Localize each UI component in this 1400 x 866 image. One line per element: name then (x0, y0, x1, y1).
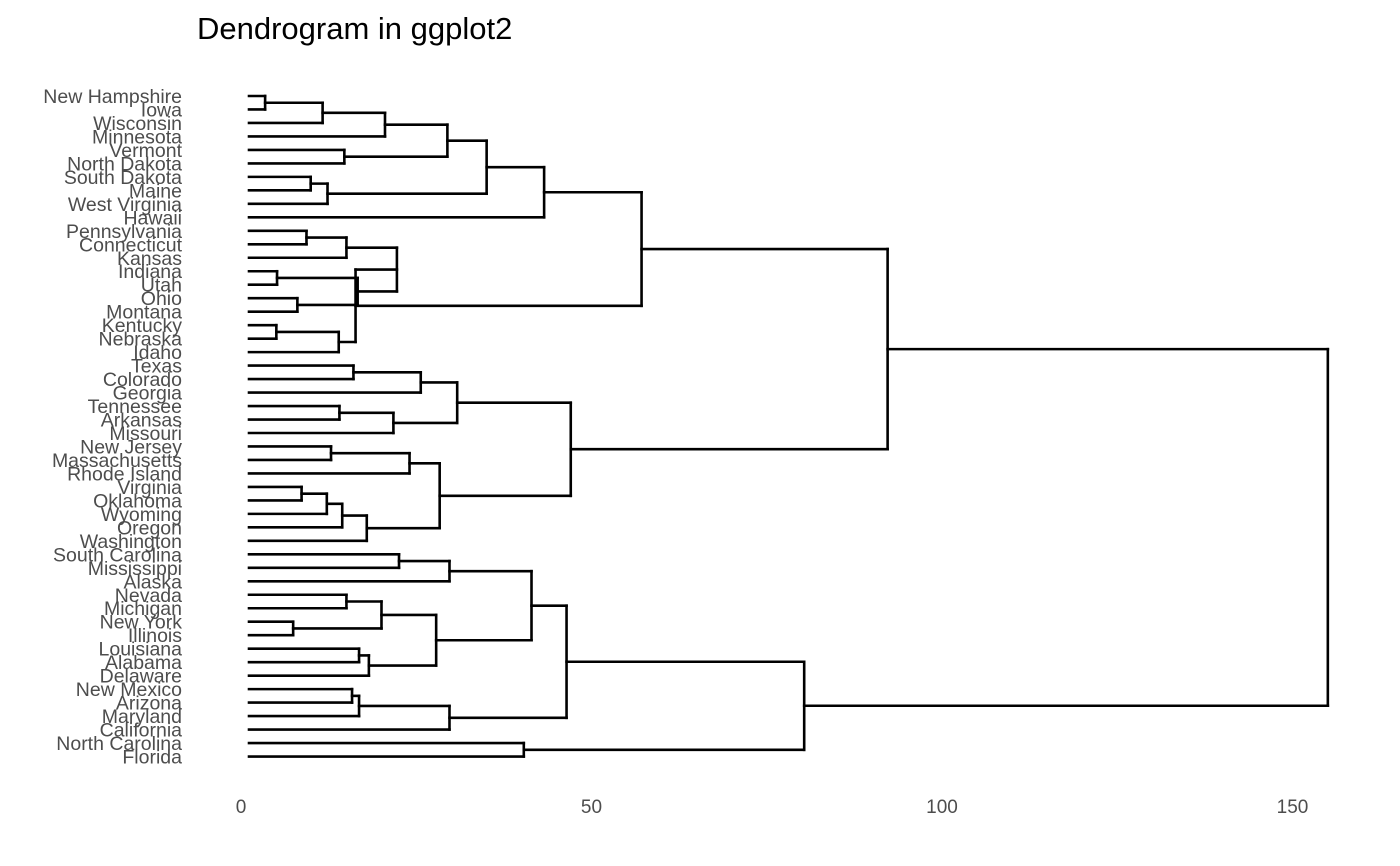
leaf-label: Kansas (117, 248, 182, 270)
leaf-label: Pennsylvania (66, 221, 182, 243)
leaf-label: Georgia (113, 383, 183, 405)
leaf-label: South Dakota (64, 167, 182, 189)
leaf-label: Nebraska (99, 329, 183, 351)
leaf-label: Iowa (141, 99, 182, 121)
leaf-labels: New HampshireIowaWisconsinMinnesotaVermo… (43, 86, 182, 769)
leaf-label: New Hampshire (43, 86, 182, 108)
leaf-label: Maryland (102, 706, 182, 728)
dendrogram-branches (247, 94, 1330, 758)
leaf-label: Tennessee (88, 396, 182, 418)
leaf-label: Maine (129, 180, 182, 202)
leaf-label: Delaware (100, 666, 182, 688)
x-tick-label: 50 (581, 797, 602, 818)
x-tick-label: 100 (926, 797, 958, 818)
leaf-label: Minnesota (92, 126, 182, 148)
leaf-label: Florida (122, 747, 182, 769)
leaf-label: Texas (131, 356, 182, 378)
x-tick-label: 150 (1277, 797, 1309, 818)
leaf-label: Colorado (103, 369, 182, 391)
leaf-label: Oregon (117, 517, 182, 539)
leaf-label: Rhode Island (67, 463, 182, 485)
leaf-label: Ohio (141, 288, 182, 310)
leaf-label: Michigan (104, 598, 182, 620)
leaf-label: Illinois (128, 625, 182, 647)
leaf-label: New Jersey (80, 436, 182, 458)
leaf-label: West Virginia (68, 194, 182, 216)
leaf-label: North Dakota (67, 153, 182, 175)
leaf-label: Utah (141, 275, 182, 297)
leaf-label: Nevada (115, 585, 182, 607)
leaf-label: Arkansas (101, 410, 183, 432)
leaf-label: Missouri (109, 423, 182, 445)
x-tick-label: 0 (236, 797, 247, 818)
leaf-label: Wyoming (101, 504, 182, 526)
x-axis-ticks: 0 50 100 150 (236, 797, 1309, 818)
leaf-label: California (100, 720, 183, 742)
leaf-label: Hawaii (123, 207, 182, 229)
leaf-label: North Carolina (56, 733, 182, 755)
leaf-label: Alaska (123, 571, 182, 593)
leaf-label: Arizona (116, 693, 182, 715)
leaf-label: Connecticut (79, 234, 183, 256)
chart-title: Dendrogram in ggplot2 (197, 11, 512, 46)
leaf-label: Washington (80, 531, 182, 553)
leaf-label: South Carolina (53, 544, 182, 566)
leaf-label: Montana (106, 302, 182, 324)
leaf-label: Indiana (118, 261, 182, 283)
leaf-label: Oklahoma (93, 490, 182, 512)
leaf-label: Wisconsin (93, 113, 182, 135)
leaf-label: Idaho (133, 342, 182, 364)
leaf-label: Massachusetts (52, 450, 182, 472)
leaf-label: Mississippi (88, 558, 182, 580)
leaf-label: New Mexico (76, 679, 182, 701)
leaf-label: Alabama (105, 652, 182, 674)
leaf-label: Virginia (117, 477, 182, 499)
leaf-label: New York (100, 612, 183, 634)
leaf-label: Kentucky (102, 315, 182, 337)
leaf-label: Vermont (109, 140, 182, 162)
leaf-label: Louisiana (99, 639, 183, 661)
